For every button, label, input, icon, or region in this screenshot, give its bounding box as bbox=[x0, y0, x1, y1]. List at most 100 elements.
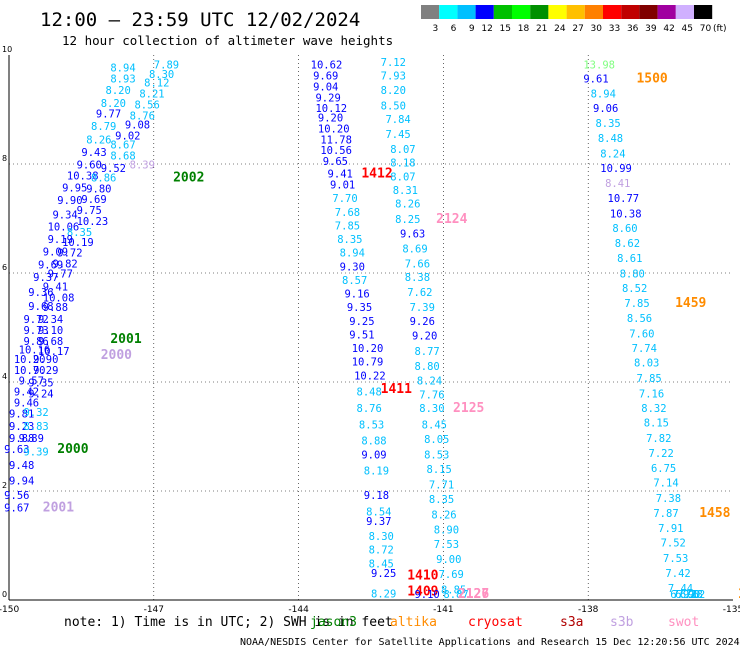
wave-height-labels: 8.94 7.898.93 8.308.128.20 8.218.20 8.569.77… bbox=[4, 57, 740, 602]
wave-height-label: 9.26 bbox=[410, 316, 435, 328]
pass-time-label: 1458 bbox=[699, 506, 730, 521]
wave-height-label: 9.04 bbox=[313, 81, 338, 93]
wave-height-label: 7.85 bbox=[636, 373, 661, 385]
legend-swatch bbox=[548, 5, 567, 19]
wave-height-label: 8.35 bbox=[337, 234, 362, 246]
wave-height-label: 8.24 bbox=[600, 148, 625, 160]
satellite-name: cryosat bbox=[468, 615, 523, 630]
wave-height-label: 9.35 bbox=[28, 377, 53, 389]
legend-label: 70 bbox=[700, 24, 712, 34]
wave-height-label: 8.05 bbox=[424, 434, 449, 446]
wave-height-label: 8.93 bbox=[110, 73, 135, 85]
legend-label: 45 bbox=[682, 24, 693, 34]
wave-height-label: 8.60 bbox=[612, 223, 637, 235]
wave-height-label: 7.82 bbox=[646, 433, 671, 445]
legend-label: 12 bbox=[481, 24, 492, 34]
wave-height-label: 9.89 bbox=[19, 433, 44, 445]
legend-swatch bbox=[603, 5, 622, 19]
wave-height-label: 9.06 bbox=[593, 103, 618, 115]
pass-time-label: 2124 bbox=[436, 212, 467, 227]
wave-height-label: 8.53 bbox=[359, 419, 384, 431]
pass-time-label: 1411 bbox=[381, 382, 412, 397]
wave-height-label: 7.62 bbox=[407, 287, 432, 299]
wave-height-label: 9.37 bbox=[33, 272, 58, 284]
wave-height-label: 9.60 bbox=[77, 159, 102, 171]
wave-height-label: 10.38 bbox=[610, 208, 642, 220]
wave-height-label: 8.29 bbox=[371, 588, 396, 600]
wave-height-label: 8.30 bbox=[419, 403, 444, 415]
wave-height-label: 9.68 bbox=[38, 336, 63, 348]
wave-height-label: 8.38 bbox=[405, 272, 430, 284]
wave-height-label: 9.69 bbox=[313, 71, 338, 83]
wave-height-label: 9.19 bbox=[48, 234, 73, 246]
wave-height-label: 10.16 bbox=[19, 345, 51, 357]
wave-height-label: 8.31 bbox=[393, 185, 418, 197]
legend-label: 33 bbox=[609, 24, 620, 34]
wave-height-label: 10.99 bbox=[600, 163, 632, 175]
wave-height-label: 8.94 bbox=[110, 62, 135, 74]
pass-time-label: 1409 bbox=[407, 585, 438, 600]
wave-height-label: 9.46 bbox=[14, 398, 39, 410]
wave-height-label: 10.20 bbox=[352, 343, 384, 355]
wave-height-label: 9.32 bbox=[23, 407, 48, 419]
y-tick-label: 0 bbox=[2, 590, 7, 599]
wave-height-label: 9.00 bbox=[436, 554, 461, 566]
satellite-name: swot bbox=[668, 615, 699, 630]
wave-height-label: 9.73 bbox=[23, 325, 48, 337]
wave-height-label: 9.95 bbox=[62, 182, 87, 194]
wave-height-label: 8.62 bbox=[615, 238, 640, 250]
legend-swatch bbox=[694, 5, 713, 19]
wave-height-label: 8.69 bbox=[402, 243, 427, 255]
legend-label: 39 bbox=[645, 24, 657, 34]
wave-height-label: 6.62 bbox=[680, 589, 705, 601]
legend-swatch bbox=[566, 5, 585, 19]
legend-label: 21 bbox=[536, 24, 547, 34]
wave-height-label: 8.53 bbox=[424, 449, 449, 461]
wave-height-label: 9.23 bbox=[9, 421, 34, 433]
wave-height-label: 7.74 bbox=[632, 343, 657, 355]
wave-height-label: 9.20 bbox=[318, 112, 343, 124]
wave-height-label: 10.08 bbox=[43, 292, 75, 304]
y-tick-label: 4 bbox=[2, 372, 7, 381]
wave-height-label: 8.52 bbox=[622, 283, 647, 295]
plot-frame bbox=[8, 55, 733, 601]
wave-height-label: 7.53 bbox=[663, 553, 688, 565]
wave-height-label: 8.26 bbox=[86, 134, 111, 146]
wave-height-label: 8.80 bbox=[620, 268, 645, 280]
wave-height-label: 9.01 bbox=[330, 180, 355, 192]
wave-height-label: 7.93 bbox=[381, 71, 406, 83]
wave-height-label: 9.18 bbox=[364, 490, 389, 502]
wave-height-label: 9.63 bbox=[400, 229, 425, 241]
wave-height-label: 7.87 bbox=[653, 508, 678, 520]
wave-height-label: 7.60 bbox=[629, 328, 654, 340]
wave-height-label: 9.35 bbox=[347, 302, 372, 314]
legend-swatch bbox=[512, 5, 531, 19]
wave-height-label: 8.90 bbox=[434, 525, 459, 537]
x-tick-label: -147 bbox=[144, 605, 164, 615]
satellite-name: s3a bbox=[560, 615, 583, 630]
wave-height-label: 9.51 bbox=[349, 329, 374, 341]
wave-height-label: 9.30 bbox=[340, 261, 365, 273]
wave-height-label: 7.89 bbox=[154, 60, 179, 72]
wave-height-label: 8.50 bbox=[381, 101, 406, 113]
wave-height-label: 8.57 bbox=[342, 275, 367, 287]
legend-swatch bbox=[439, 5, 458, 19]
wave-height-label: 9.48 bbox=[9, 460, 34, 472]
wave-height-label: 9.69 bbox=[81, 194, 106, 206]
wave-height-label: 8.56 bbox=[627, 313, 652, 325]
wave-height-label: 9.52 bbox=[101, 163, 126, 175]
pass-time-label: 2127 bbox=[458, 587, 489, 602]
wave-height-label: 7.71 bbox=[429, 479, 454, 491]
wave-height-label: 7.76 bbox=[419, 389, 444, 401]
wave-height-label: 8.19 bbox=[364, 466, 389, 478]
wave-height-label: 9.72 bbox=[23, 314, 48, 326]
satellite-name: jason3 bbox=[310, 615, 357, 630]
wave-height-label: 9.34 bbox=[52, 210, 77, 222]
wave-height-label: 9.42 bbox=[14, 387, 39, 399]
wave-height-label: 8.94 bbox=[591, 89, 616, 101]
wave-height-label: 8.80 bbox=[414, 361, 439, 373]
wave-height-label: 9.41 bbox=[43, 281, 68, 293]
wave-height-label: 8.30 bbox=[149, 69, 174, 81]
wave-height-label: 9.16 bbox=[344, 289, 369, 301]
